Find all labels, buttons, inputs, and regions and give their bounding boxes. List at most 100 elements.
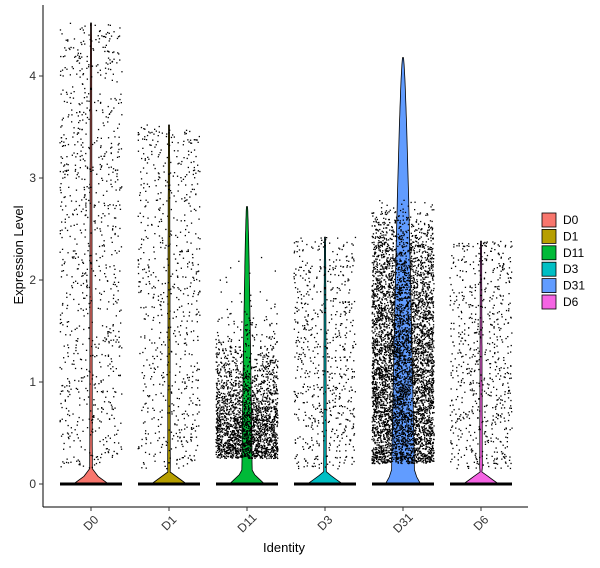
cell-point — [62, 56, 65, 58]
cell-point — [141, 238, 143, 240]
cell-point — [226, 403, 229, 405]
cell-point — [249, 416, 251, 418]
cell-point — [252, 418, 254, 420]
cell-point — [238, 392, 240, 394]
cell-point — [304, 279, 306, 281]
cell-point — [220, 406, 222, 408]
cell-point — [66, 296, 68, 298]
cell-point — [232, 445, 235, 447]
cell-point — [344, 374, 347, 376]
cell-point — [224, 348, 227, 350]
cell-point — [254, 439, 256, 442]
cell-point — [258, 402, 260, 404]
cell-point — [94, 356, 96, 358]
cell-point — [119, 345, 121, 347]
cell-point — [230, 424, 232, 426]
cell-point — [224, 450, 226, 453]
cell-point — [139, 212, 141, 214]
cell-point — [268, 352, 270, 354]
cell-point — [216, 408, 219, 410]
cell-point — [64, 361, 66, 363]
cell-point — [160, 392, 162, 394]
cell-point — [243, 448, 245, 451]
cell-point — [78, 57, 80, 59]
cell-point — [110, 111, 112, 113]
cell-point — [67, 462, 70, 464]
cell-point — [234, 443, 236, 446]
cell-point — [338, 334, 341, 336]
cell-point — [234, 436, 236, 438]
cell-point — [232, 384, 234, 386]
cell-point — [221, 440, 223, 442]
cell-point — [72, 413, 74, 415]
cell-point — [235, 394, 237, 396]
cell-point — [268, 419, 270, 421]
cell-point — [86, 427, 89, 429]
cell-point — [271, 419, 274, 421]
cell-point — [217, 447, 219, 450]
cell-point — [264, 408, 267, 411]
cell-point — [266, 357, 269, 360]
cell-point — [82, 377, 84, 379]
cell-point — [317, 343, 319, 345]
cell-point — [409, 390, 411, 393]
cell-point — [302, 348, 305, 351]
cell-point — [153, 251, 155, 253]
cell-point — [80, 41, 82, 44]
cell-point — [85, 279, 88, 281]
cell-point — [257, 422, 260, 424]
cell-point — [215, 395, 218, 398]
cell-point — [178, 162, 180, 164]
cell-point — [228, 427, 230, 429]
cell-point — [81, 68, 83, 70]
cell-point — [154, 258, 156, 260]
cell-point — [228, 446, 230, 448]
cell-point — [178, 298, 180, 301]
cell-point — [186, 241, 188, 243]
cell-point — [248, 455, 250, 457]
cell-point — [197, 237, 199, 239]
cell-point — [182, 293, 185, 295]
cell-point — [229, 401, 232, 403]
cell-point — [90, 454, 92, 456]
cell-point — [184, 220, 186, 222]
cell-point — [193, 208, 196, 210]
cell-point — [277, 393, 279, 395]
cell-point — [240, 448, 242, 451]
cell-point — [249, 425, 251, 428]
cell-point — [79, 229, 82, 231]
cell-point — [344, 314, 346, 316]
cell-point — [62, 324, 64, 326]
cell-point — [72, 86, 74, 88]
cell-point — [75, 55, 77, 58]
cell-point — [235, 450, 237, 452]
cell-point — [232, 417, 234, 419]
cell-point — [88, 302, 90, 305]
cell-point — [255, 324, 257, 326]
cell-point — [120, 322, 122, 324]
cell-point — [61, 304, 64, 306]
cell-point — [344, 311, 346, 313]
cell-point — [160, 149, 162, 151]
cell-point — [345, 312, 347, 314]
cell-point — [351, 377, 353, 379]
cell-point — [317, 458, 319, 461]
cell-point — [344, 388, 346, 390]
cell-point — [173, 150, 176, 152]
cell-point — [88, 199, 90, 202]
cell-point — [334, 267, 336, 269]
cell-point — [242, 377, 244, 380]
cell-point — [352, 319, 354, 322]
cell-point — [220, 430, 222, 432]
cell-point — [234, 408, 236, 410]
cell-point — [225, 426, 227, 428]
cell-point — [268, 385, 271, 387]
cell-point — [145, 313, 147, 315]
cell-point — [238, 339, 240, 341]
cell-point — [109, 363, 111, 365]
cell-point — [101, 245, 103, 247]
cell-point — [221, 431, 223, 433]
cell-point — [223, 455, 225, 457]
cell-point — [177, 163, 179, 165]
cell-point — [275, 414, 277, 416]
